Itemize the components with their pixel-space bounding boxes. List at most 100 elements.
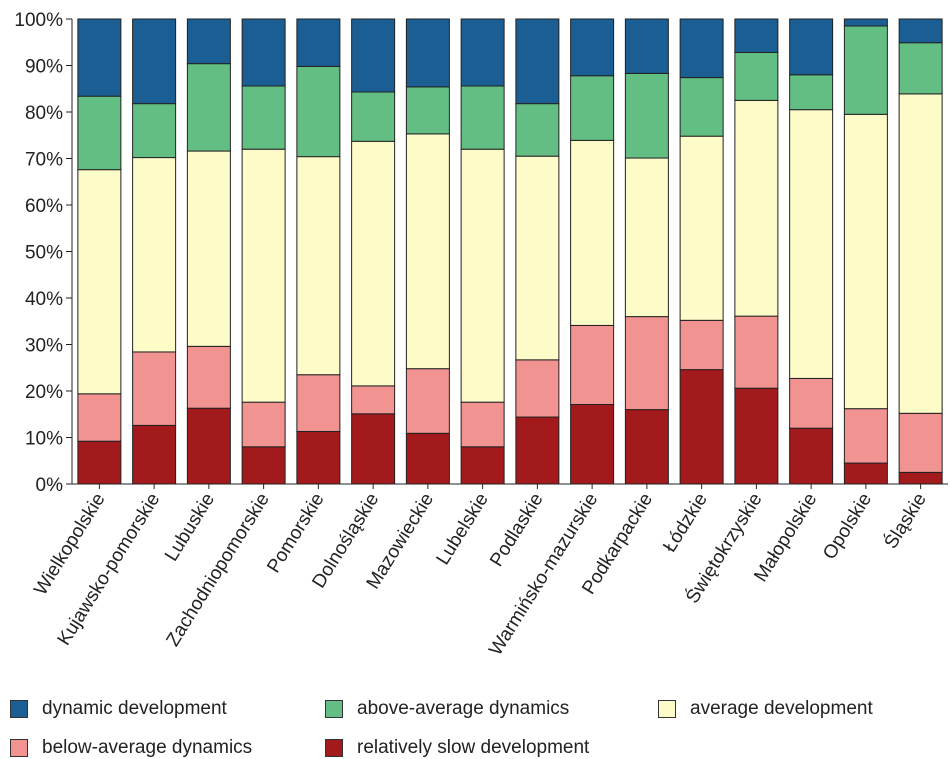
bar-segment — [843, 462, 888, 485]
bar-segment — [460, 401, 505, 448]
y-tick-label: 90% — [25, 57, 63, 78]
bar-segment — [405, 86, 450, 135]
bar-segment — [679, 77, 724, 137]
legend: dynamic development above-average dynami… — [0, 690, 950, 759]
bar-segment — [898, 471, 943, 485]
bar-stack — [843, 18, 888, 485]
bar-segment — [77, 18, 122, 97]
bar-segment — [132, 351, 177, 426]
bar-segment — [624, 72, 669, 159]
bar-segment — [405, 368, 450, 434]
bar-segment — [679, 135, 724, 321]
bar-segment — [132, 103, 177, 159]
bar-segment — [515, 103, 560, 157]
bar-segment — [186, 407, 231, 485]
bar-segment — [296, 18, 341, 67]
legend-swatch — [658, 700, 676, 718]
bar-segment — [515, 155, 560, 361]
x-axis: WielkopolskieKujawsko-pomorskieLubuskieZ… — [30, 483, 948, 660]
y-tick-label: 50% — [25, 243, 63, 264]
bar-segment — [570, 324, 615, 405]
bar-segment — [405, 18, 450, 88]
x-tick-label: Lubuskie — [161, 490, 219, 566]
bar-segment — [77, 440, 122, 485]
legend-item-average-development: average development — [658, 698, 873, 720]
legend-label: below-average dynamics — [42, 737, 253, 758]
bar-stack — [77, 18, 122, 485]
y-tick-label: 60% — [25, 196, 63, 217]
y-axis: 0% 10% 20% 30% 40% 50% 60% 70% 80% 90% 100% — [14, 10, 73, 496]
y-tick-label: 30% — [25, 336, 63, 357]
bar-segment — [624, 18, 669, 74]
bar-segment — [351, 140, 396, 387]
x-tick-label: Łódzkie — [659, 490, 712, 557]
legend-swatch — [10, 700, 28, 718]
bar-segment — [186, 150, 231, 347]
bar-stack — [405, 18, 450, 485]
legend-item-relatively-slow-development: relatively slow development — [325, 737, 589, 759]
bar-segment — [624, 409, 669, 485]
bar-segment — [186, 345, 231, 409]
bar-stack — [898, 18, 943, 485]
bar-stack — [515, 18, 560, 485]
bar-segment — [679, 18, 724, 79]
bar-segment — [843, 113, 888, 410]
bar-segment — [789, 377, 834, 429]
y-tick-label: 80% — [25, 103, 63, 124]
bar-segment — [570, 139, 615, 326]
bar-stack — [132, 18, 177, 485]
bar-segment — [515, 359, 560, 418]
bar-segment — [789, 18, 834, 76]
bar-segment — [898, 42, 943, 95]
bar-segment — [843, 408, 888, 464]
bar-segment — [734, 315, 779, 389]
legend-label: average development — [690, 698, 873, 719]
legend-label: relatively slow development — [357, 737, 590, 758]
bar-stack — [186, 18, 231, 485]
y-tick-label: 10% — [25, 429, 63, 450]
x-tick-label: Podlaskie — [486, 490, 547, 571]
bar-segment — [241, 85, 286, 150]
bar-segment — [734, 51, 779, 101]
legend-item-dynamic-development: dynamic development — [10, 698, 227, 720]
bar-segment — [679, 319, 724, 371]
bar-segment — [843, 18, 888, 27]
bar-stack — [460, 18, 505, 485]
bar-segment — [296, 430, 341, 485]
bar-segment — [898, 412, 943, 473]
bar-segment — [296, 374, 341, 432]
x-tick-label: Warmińsko-mazurskie — [485, 490, 602, 660]
bar-segment — [405, 432, 450, 485]
bar-segment — [460, 18, 505, 87]
bar-segment — [241, 446, 286, 485]
bars — [77, 18, 943, 485]
bar-segment — [460, 148, 505, 403]
bar-segment — [570, 75, 615, 141]
legend-swatch — [325, 700, 343, 718]
bar-segment — [132, 18, 177, 105]
x-tick-label: Kujawsko-pomorskie — [54, 490, 165, 650]
bar-segment — [296, 65, 341, 158]
bar-stack — [570, 18, 615, 485]
legend-label: dynamic development — [42, 698, 227, 719]
bar-segment — [351, 91, 396, 142]
stacked-bar-chart: 0% 10% 20% 30% 40% 50% 60% 70% 80% 90% 100% Wielko… — [14, 10, 948, 660]
y-tick-label: 0% — [36, 475, 64, 496]
bar-segment — [898, 18, 943, 44]
bar-segment — [132, 157, 177, 353]
bar-stack — [679, 18, 724, 485]
legend-label: above-average dynamics — [357, 698, 570, 719]
bar-segment — [570, 18, 615, 77]
bar-segment — [679, 369, 724, 485]
bar-segment — [241, 18, 286, 87]
x-tick-label: Zachodniopomorskie — [163, 490, 274, 651]
bar-segment — [405, 133, 450, 370]
bar-stack — [734, 18, 779, 485]
bar-segment — [351, 385, 396, 415]
bar-segment — [624, 157, 669, 318]
bar-segment — [570, 403, 615, 485]
bar-segment — [351, 413, 396, 485]
bar-segment — [77, 95, 122, 171]
bar-stack — [296, 18, 341, 485]
bar-segment — [460, 85, 505, 150]
